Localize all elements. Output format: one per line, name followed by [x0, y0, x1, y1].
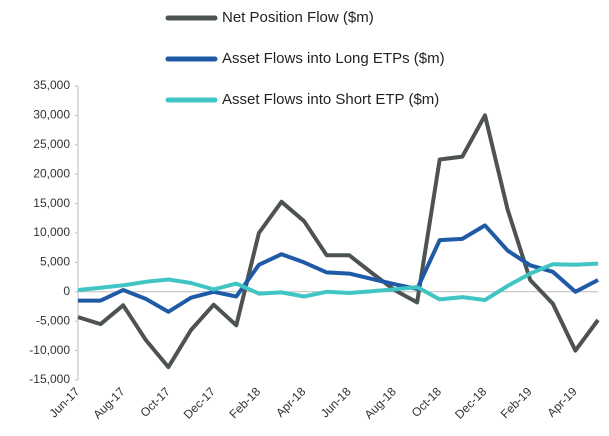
x-tick-label: Dec-17	[181, 384, 218, 421]
series-line	[77, 261, 599, 302]
x-tick-label: Feb-18	[226, 384, 263, 421]
x-tick-label: Apr-19	[544, 384, 580, 420]
x-tick-label: Aug-18	[362, 384, 399, 421]
y-tick-label: -10,000	[29, 343, 70, 357]
y-tick-label: 30,000	[33, 108, 70, 122]
x-tick-label: Dec-18	[452, 384, 489, 421]
x-tick-label: Oct-18	[409, 384, 445, 420]
legend-label: Asset Flows into Long ETPs ($m)	[222, 50, 445, 67]
y-tick-label: 35,000	[33, 78, 70, 92]
y-tick-label: -15,000	[29, 372, 70, 386]
series-line	[77, 113, 600, 370]
y-tick-label: -5,000	[36, 313, 70, 327]
x-tick-label: Feb-19	[498, 384, 535, 421]
legend: Net Position Flow ($m) Asset Flows into L…	[165, 9, 445, 108]
y-tick-label: 15,000	[33, 196, 70, 210]
y-tick-label: 10,000	[33, 225, 70, 239]
y-tick-label: 20,000	[33, 166, 70, 180]
x-tick-label: Jun-17	[47, 384, 83, 420]
legend-label: Net Position Flow ($m)	[222, 9, 374, 26]
series-line	[78, 223, 599, 314]
y-tick-label: 25,000	[33, 137, 70, 151]
y-tick-label: 0	[63, 284, 70, 298]
x-tick-label: Jun-18	[318, 384, 354, 420]
x-tick-label: Aug-17	[90, 384, 127, 421]
legend-label: Asset Flows into Short ETP ($m)	[222, 91, 439, 108]
x-tick-label: Oct-17	[137, 384, 173, 420]
y-tick-label: 5,000	[40, 255, 70, 269]
x-tick-label: Apr-18	[273, 384, 309, 420]
